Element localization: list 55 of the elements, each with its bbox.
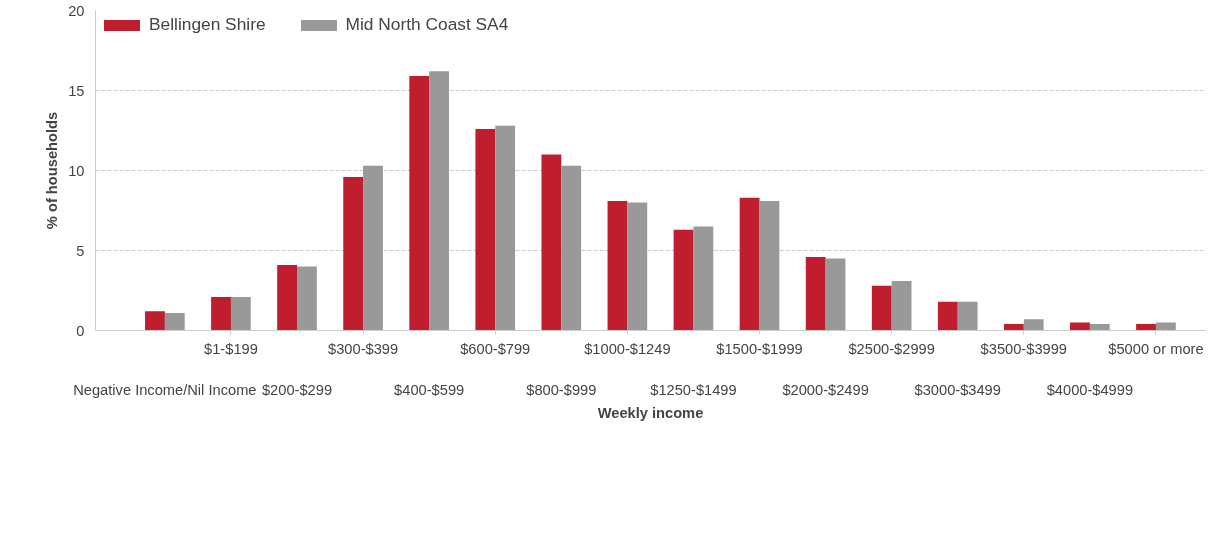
bar xyxy=(673,229,694,331)
x-tick-label: $300-$399 xyxy=(328,340,399,357)
x-tick-label: $800-$999 xyxy=(526,381,597,398)
y-tick-label: 5 xyxy=(76,242,85,259)
x-tick-label: $1000-$1249 xyxy=(584,340,671,357)
bar xyxy=(495,125,516,331)
bar xyxy=(363,165,383,331)
bar xyxy=(297,266,317,331)
bar xyxy=(739,197,760,331)
x-tick-label: Negative Income/Nil Income xyxy=(73,381,257,398)
bar xyxy=(627,202,648,331)
y-tick-label: 10 xyxy=(68,162,85,179)
bar xyxy=(1003,324,1024,331)
bar xyxy=(891,280,912,331)
bar xyxy=(1023,319,1044,331)
x-tick-label: $3000-$3499 xyxy=(914,381,1001,398)
bar xyxy=(825,258,846,331)
x-tick-label: $600-$799 xyxy=(460,340,531,357)
bar xyxy=(475,128,496,331)
y-tick-label: 20 xyxy=(68,2,85,19)
x-tick-label: $4000-$4999 xyxy=(1046,381,1134,398)
y-tick-label: 15 xyxy=(68,82,85,99)
legend-label: Bellingen Shire xyxy=(149,14,266,35)
bar xyxy=(164,312,185,331)
legend-label: Mid North Coast SA4 xyxy=(345,14,509,35)
bar xyxy=(277,264,298,331)
x-tick-label: $5000 or more xyxy=(1108,340,1204,357)
bar xyxy=(805,256,826,331)
bar xyxy=(343,176,364,331)
x-tick-label: $1250-$1499 xyxy=(650,381,737,398)
x-tick-label: $1-$199 xyxy=(204,340,258,357)
bar xyxy=(409,76,430,331)
bar xyxy=(607,200,628,331)
x-tick-label: $400-$599 xyxy=(394,381,465,398)
y-tick-label: 0 xyxy=(76,322,85,339)
bar xyxy=(145,311,165,331)
bar xyxy=(937,301,958,331)
bar xyxy=(871,285,892,331)
bar xyxy=(429,71,449,331)
bar xyxy=(211,296,231,331)
bar xyxy=(230,296,251,331)
bar xyxy=(759,200,780,331)
x-tick-label: $2500-$2999 xyxy=(848,340,935,357)
x-tick-label: $2000-$2499 xyxy=(782,381,869,398)
x-tick-label: $1500-$1999 xyxy=(716,340,803,357)
y-axis-title: % of households xyxy=(44,111,61,230)
bar xyxy=(561,165,582,331)
bar xyxy=(541,154,562,331)
bar xyxy=(957,301,978,331)
bar xyxy=(1089,324,1110,331)
x-axis-title: Weekly income xyxy=(597,404,704,421)
x-tick-label: $3500-$3999 xyxy=(980,340,1068,357)
x-tick-label: $200-$299 xyxy=(261,381,333,398)
bar xyxy=(1136,324,1156,331)
bar xyxy=(693,226,714,331)
